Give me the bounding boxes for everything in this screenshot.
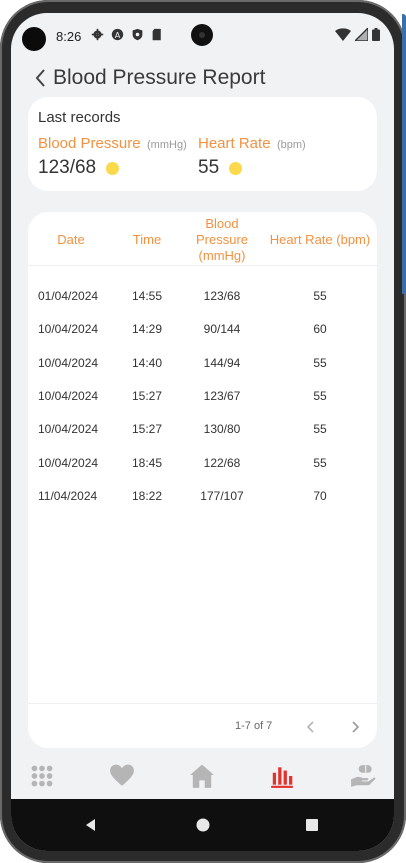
cell-time: 18:22 bbox=[131, 489, 163, 503]
heart-rate-label: Heart Rate bbox=[198, 135, 271, 152]
status-right-icons bbox=[335, 28, 380, 41]
a-badge-icon: A bbox=[111, 28, 124, 41]
table-header: Date Time Blood Pressure (mmHg) Heart Ra… bbox=[28, 212, 377, 266]
cell-time: 14:29 bbox=[131, 322, 163, 336]
cell-heart-rate: 55 bbox=[313, 289, 327, 303]
battery-icon bbox=[372, 28, 380, 41]
status-left-icons: A bbox=[91, 28, 164, 41]
front-camera-cutout bbox=[22, 27, 46, 51]
records-table-card: Date Time Blood Pressure (mmHg) Heart Ra… bbox=[28, 212, 377, 748]
heart-rate-unit: (bpm) bbox=[277, 139, 306, 151]
cell-blood-pressure: 123/67 bbox=[203, 389, 241, 403]
system-navigation-bar bbox=[11, 799, 394, 851]
blood-pressure-status-dot bbox=[106, 161, 120, 175]
table-row: 10/04/2024 14:29 90/144 60 bbox=[28, 312, 377, 345]
column-header-blood-pressure[interactable]: Blood Pressure (mmHg) bbox=[195, 216, 249, 263]
cell-heart-rate: 55 bbox=[313, 356, 327, 370]
camera bbox=[191, 24, 213, 46]
table-row: 10/04/2024 14:40 144/94 55 bbox=[28, 346, 377, 379]
bar-chart-icon bbox=[271, 767, 293, 788]
last-records-card: Last records Blood Pressure (mmHg) 123/6… bbox=[28, 97, 377, 191]
cell-date: 10/04/2024 bbox=[38, 356, 99, 370]
home-icon bbox=[190, 764, 214, 788]
previous-page-chevron-icon[interactable] bbox=[301, 717, 321, 737]
table-row: 10/04/2024 15:27 123/67 55 bbox=[28, 379, 377, 412]
status-bar: 8:26 A bbox=[11, 13, 394, 57]
cell-heart-rate: 60 bbox=[313, 322, 327, 336]
cell-date: 01/04/2024 bbox=[38, 289, 99, 303]
column-header-heart-rate[interactable]: Heart Rate (bpm) bbox=[269, 232, 371, 247]
cell-date: 10/04/2024 bbox=[38, 389, 99, 403]
table-row: 10/04/2024 18:45 122/68 55 bbox=[28, 446, 377, 479]
nav-item-home[interactable] bbox=[189, 763, 215, 789]
back-chevron-icon[interactable] bbox=[33, 67, 49, 89]
column-header-date[interactable]: Date bbox=[57, 232, 85, 247]
status-time: 8:26 bbox=[56, 29, 82, 44]
pagination-range: 1-7 of 7 bbox=[235, 720, 273, 732]
heart-rate-status-dot bbox=[229, 161, 243, 175]
blood-pressure-value: 123/68 bbox=[38, 157, 97, 178]
nav-item-reports[interactable] bbox=[269, 763, 295, 789]
next-page-chevron-icon[interactable] bbox=[345, 717, 365, 737]
page-title: Blood Pressure Report bbox=[53, 66, 266, 89]
hand-pill-icon bbox=[351, 765, 376, 787]
bottom-navigation bbox=[11, 755, 394, 799]
cell-date: 11/04/2024 bbox=[38, 489, 98, 503]
heart-rate-value: 55 bbox=[198, 157, 220, 178]
cell-blood-pressure: 130/80 bbox=[203, 422, 241, 436]
cell-blood-pressure: 122/68 bbox=[203, 456, 241, 470]
wifi-icon bbox=[335, 28, 351, 41]
cell-time: 15:27 bbox=[131, 422, 163, 436]
gear-icon bbox=[91, 28, 104, 41]
cell-time: 14:55 bbox=[131, 289, 163, 303]
grid-icon bbox=[31, 765, 53, 787]
back-triangle-icon[interactable] bbox=[83, 817, 99, 833]
cell-date: 10/04/2024 bbox=[38, 322, 99, 336]
heart-icon bbox=[110, 764, 134, 786]
cell-heart-rate: 55 bbox=[313, 456, 327, 470]
cell-time: 14:40 bbox=[131, 356, 163, 370]
table-row: 01/04/2024 14:55 123/68 55 bbox=[28, 279, 377, 312]
table-pagination: 1-7 of 7 bbox=[28, 703, 377, 748]
cell-heart-rate: 55 bbox=[313, 422, 327, 436]
blood-pressure-unit: (mmHg) bbox=[147, 139, 187, 151]
last-records-title: Last records bbox=[38, 109, 121, 126]
cell-time: 18:45 bbox=[131, 456, 163, 470]
cell-blood-pressure: 90/144 bbox=[203, 322, 241, 336]
blood-pressure-label: Blood Pressure bbox=[38, 135, 141, 152]
shield-icon bbox=[132, 28, 143, 41]
nav-item-health[interactable] bbox=[109, 763, 135, 789]
heart-rate-metric: Heart Rate (bpm) 55 bbox=[198, 135, 306, 179]
cell-blood-pressure: 177/107 bbox=[200, 489, 244, 503]
cell-blood-pressure: 123/68 bbox=[203, 289, 241, 303]
cell-blood-pressure: 144/94 bbox=[203, 356, 241, 370]
screen: 8:26 A Blood Pressure Report Last re bbox=[11, 13, 394, 851]
table-row: 11/04/2024 18:22 177/107 70 bbox=[28, 479, 377, 512]
nav-item-menu[interactable] bbox=[29, 763, 55, 789]
column-header-time[interactable]: Time bbox=[132, 232, 162, 247]
nav-item-medication[interactable] bbox=[350, 763, 376, 789]
side-button bbox=[402, 14, 406, 294]
cell-heart-rate: 70 bbox=[313, 489, 327, 503]
cell-date: 10/04/2024 bbox=[38, 422, 99, 436]
sd-card-icon bbox=[152, 28, 161, 41]
app-header: Blood Pressure Report bbox=[33, 63, 265, 93]
cell-heart-rate: 55 bbox=[313, 389, 327, 403]
recents-square-icon[interactable] bbox=[304, 817, 320, 833]
table-row: 10/04/2024 15:27 130/80 55 bbox=[28, 412, 377, 445]
blood-pressure-metric: Blood Pressure (mmHg) 123/68 bbox=[38, 135, 187, 179]
cell-time: 15:27 bbox=[131, 389, 163, 403]
cell-date: 10/04/2024 bbox=[38, 456, 99, 470]
signal-icon bbox=[355, 28, 368, 41]
svg-text:A: A bbox=[115, 30, 121, 40]
home-circle-icon[interactable] bbox=[195, 817, 211, 833]
